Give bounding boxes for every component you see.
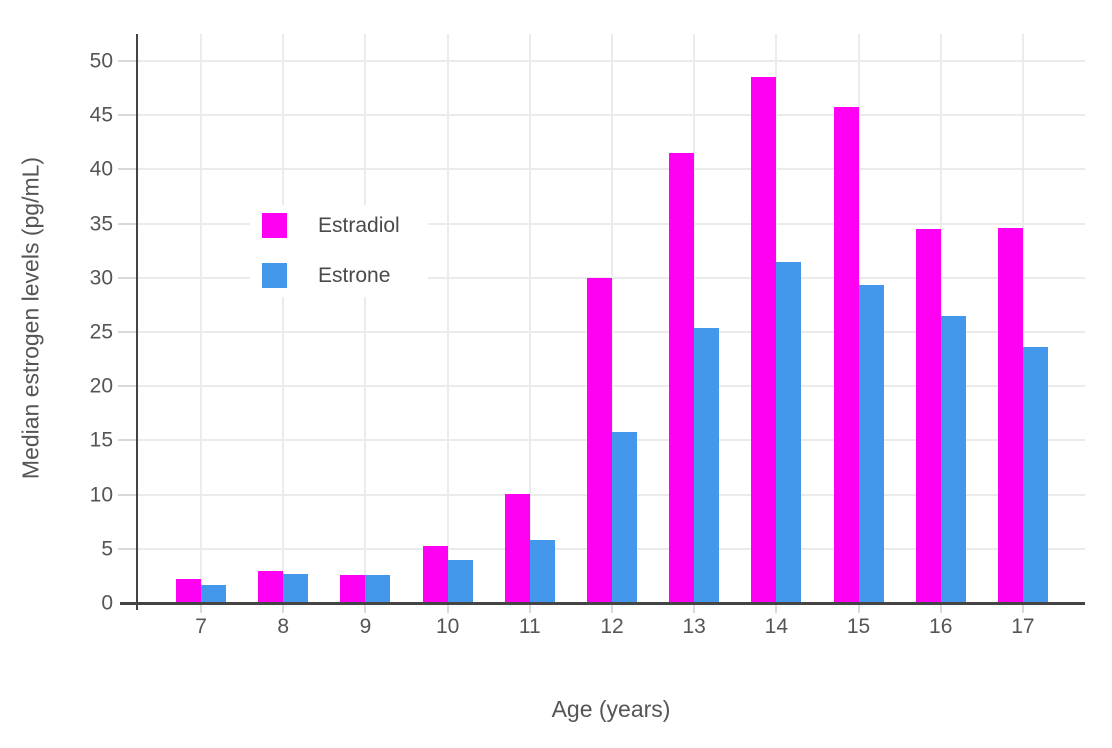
y-tick-label-5: 5	[101, 537, 113, 561]
y-tick-label-30: 30	[89, 266, 113, 290]
y-tick-label-0: 0	[101, 591, 113, 615]
legend-label-estrone: Estrone	[318, 264, 391, 287]
y-tick-15	[118, 439, 136, 442]
x-tick-15	[857, 605, 860, 613]
bar-group-age-14	[751, 34, 802, 603]
y-tick-label-45: 45	[89, 103, 113, 127]
bar-group-age-11	[504, 34, 555, 603]
x-tick-11	[528, 605, 531, 613]
category-layer: 7 8 9 10 11 12 13 14 15 16 17	[160, 34, 1064, 638]
y-tick-45	[118, 114, 136, 117]
bar-estrone-age-10[interactable]	[447, 559, 473, 603]
x-axis-title: Age (years)	[551, 696, 671, 722]
y-tick-50	[118, 60, 136, 63]
y-tick-20	[118, 385, 136, 388]
y-tick-5	[118, 547, 136, 550]
bar-estradiol-age-7[interactable]	[176, 579, 202, 603]
legend-label-estradiol: Estradiol	[318, 214, 400, 237]
y-tick-label-20: 20	[89, 374, 113, 398]
bar-group-age-17	[997, 34, 1048, 603]
gridline-x-11	[528, 34, 531, 603]
x-tick-label-13: 13	[682, 615, 706, 638]
x-tick-label-12: 12	[600, 615, 624, 638]
bar-group-age-16	[915, 34, 966, 603]
y-tick-label-25: 25	[89, 320, 113, 344]
bar-group-age-15	[833, 34, 884, 603]
bar-estradiol-age-17[interactable]	[997, 228, 1023, 603]
bar-estrone-age-12[interactable]	[612, 431, 637, 603]
x-tick-label-15: 15	[846, 615, 871, 638]
bar-estrone-age-7[interactable]	[201, 584, 227, 603]
bar-group-age-12	[587, 34, 637, 603]
bar-estradiol-age-11[interactable]	[504, 493, 530, 603]
bar-estrone-age-8[interactable]	[283, 573, 309, 603]
legend-item-estradiol[interactable]: Estradiol	[262, 213, 428, 238]
x-tick-label-16: 16	[929, 615, 953, 638]
gridline-x-7	[200, 34, 203, 603]
bar-estradiol-age-15[interactable]	[833, 106, 859, 603]
bar-estradiol-age-8[interactable]	[258, 570, 284, 603]
y-tick-25	[118, 331, 136, 334]
x-tick-label-9: 9	[359, 615, 372, 638]
bar-estrone-age-11[interactable]	[529, 540, 555, 603]
y-tick-35	[118, 222, 136, 225]
x-tick-label-14: 14	[764, 615, 789, 638]
gridline-x-8	[282, 34, 285, 603]
y-tick-label-50: 50	[89, 49, 113, 73]
x-tick-7	[200, 605, 203, 613]
bar-estrone-age-17[interactable]	[1022, 347, 1048, 603]
gridline-x-12	[611, 34, 613, 603]
x-tick-label-10: 10	[435, 615, 460, 638]
bar-estradiol-age-12[interactable]	[587, 277, 612, 603]
x-tick-16	[939, 605, 942, 613]
bar-estrone-age-9[interactable]	[365, 574, 391, 603]
bar-estradiol-age-14[interactable]	[751, 77, 777, 603]
bar-estradiol-age-16[interactable]	[915, 229, 941, 603]
legend: Estradiol Estrone	[250, 205, 428, 297]
gridline-x-13	[693, 34, 696, 603]
bar-estradiol-age-10[interactable]	[422, 545, 448, 603]
x-tick-label-17: 17	[1011, 615, 1035, 638]
bar-group-age-9	[340, 34, 391, 603]
bar-group-age-7	[176, 34, 227, 603]
y-tick-10	[118, 493, 136, 496]
bar-group-age-10	[422, 34, 473, 603]
bar-estradiol-age-9[interactable]	[340, 574, 366, 603]
y-tick-30	[118, 276, 136, 279]
bar-estrone-age-13[interactable]	[694, 327, 720, 603]
legend-item-estrone[interactable]: Estrone	[262, 263, 428, 288]
x-tick-12	[611, 605, 613, 613]
x-tick-label-11: 11	[518, 615, 541, 638]
x-tick-label-8: 8	[277, 615, 290, 638]
bar-estrone-age-14[interactable]	[776, 261, 802, 603]
y-axis-line	[136, 34, 138, 610]
y-tick-label-40: 40	[89, 157, 113, 181]
y-tick-label-10: 10	[89, 483, 113, 507]
y-tick-label-35: 35	[89, 212, 113, 236]
y-tick-label-15: 15	[89, 428, 113, 452]
bar-group-age-8	[258, 34, 309, 603]
estradiol-swatch-icon	[262, 213, 287, 238]
x-tick-label-7: 7	[195, 615, 207, 638]
gridline-x-9	[364, 34, 367, 603]
x-tick-14	[775, 605, 778, 613]
bar-estradiol-age-13[interactable]	[669, 153, 695, 603]
x-tick-10	[446, 605, 449, 613]
x-tick-13	[693, 605, 696, 613]
plot-area: 7 8 9 10 11 12 13 14 15 16 17 Estradiol Estrone 0 5…	[90, 34, 1085, 638]
gridline-x-10	[446, 34, 449, 603]
bar-group-age-13	[669, 34, 720, 603]
bar-estrone-age-15[interactable]	[858, 285, 884, 603]
x-tick-8	[282, 605, 285, 613]
gridline-x-17	[1021, 34, 1024, 603]
x-axis-line	[120, 602, 1085, 605]
x-tick-17	[1021, 605, 1024, 613]
y-tick-40	[118, 168, 136, 171]
bar-estrone-age-16[interactable]	[940, 315, 966, 603]
estrone-swatch-icon	[262, 263, 287, 288]
x-tick-9	[364, 605, 367, 613]
